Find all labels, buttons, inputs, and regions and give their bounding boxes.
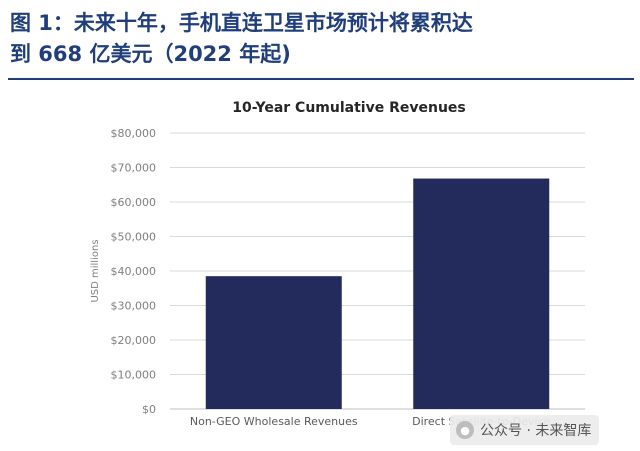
page-headline: 图 1：未来十年，手机直连卫星市场预计将累积达 到 668 亿美元（2022 年… — [10, 8, 635, 70]
chart-title: 10-Year Cumulative Revenues — [232, 100, 466, 116]
revenue-bar-chart: 10-Year Cumulative Revenues USD millions… — [90, 100, 585, 428]
y-tick-label: $60,000 — [111, 196, 157, 209]
bars — [205, 178, 550, 409]
bar — [205, 276, 342, 409]
watermark: ● 公众号 · 未来智库 — [450, 415, 600, 445]
y-tick-label: $10,000 — [111, 369, 157, 382]
headline-line-2: 到 668 亿美元（2022 年起) — [10, 42, 291, 66]
y-tick-label: $80,000 — [111, 127, 157, 140]
headline-line-1: 图 1：未来十年，手机直连卫星市场预计将累积达 — [10, 11, 473, 35]
headline-underline — [8, 78, 634, 80]
bar — [413, 178, 550, 409]
wechat-icon: ● — [456, 421, 474, 439]
y-tick-labels: $0 $10,000 $20,000 $30,000 $40,000 $50,000 $60… — [111, 127, 157, 416]
watermark-text: 公众号 · 未来智库 — [480, 423, 592, 439]
y-tick-label: $0 — [142, 403, 156, 416]
y-tick-label: $70,000 — [111, 162, 157, 175]
y-tick-label: $40,000 — [111, 265, 157, 278]
category-label: Non-GEO Wholesale Revenues — [190, 415, 358, 428]
y-tick-label: $30,000 — [111, 300, 157, 313]
y-tick-label: $50,000 — [111, 231, 157, 244]
y-tick-label: $20,000 — [111, 334, 157, 347]
y-axis-label: USD millions — [90, 239, 101, 302]
